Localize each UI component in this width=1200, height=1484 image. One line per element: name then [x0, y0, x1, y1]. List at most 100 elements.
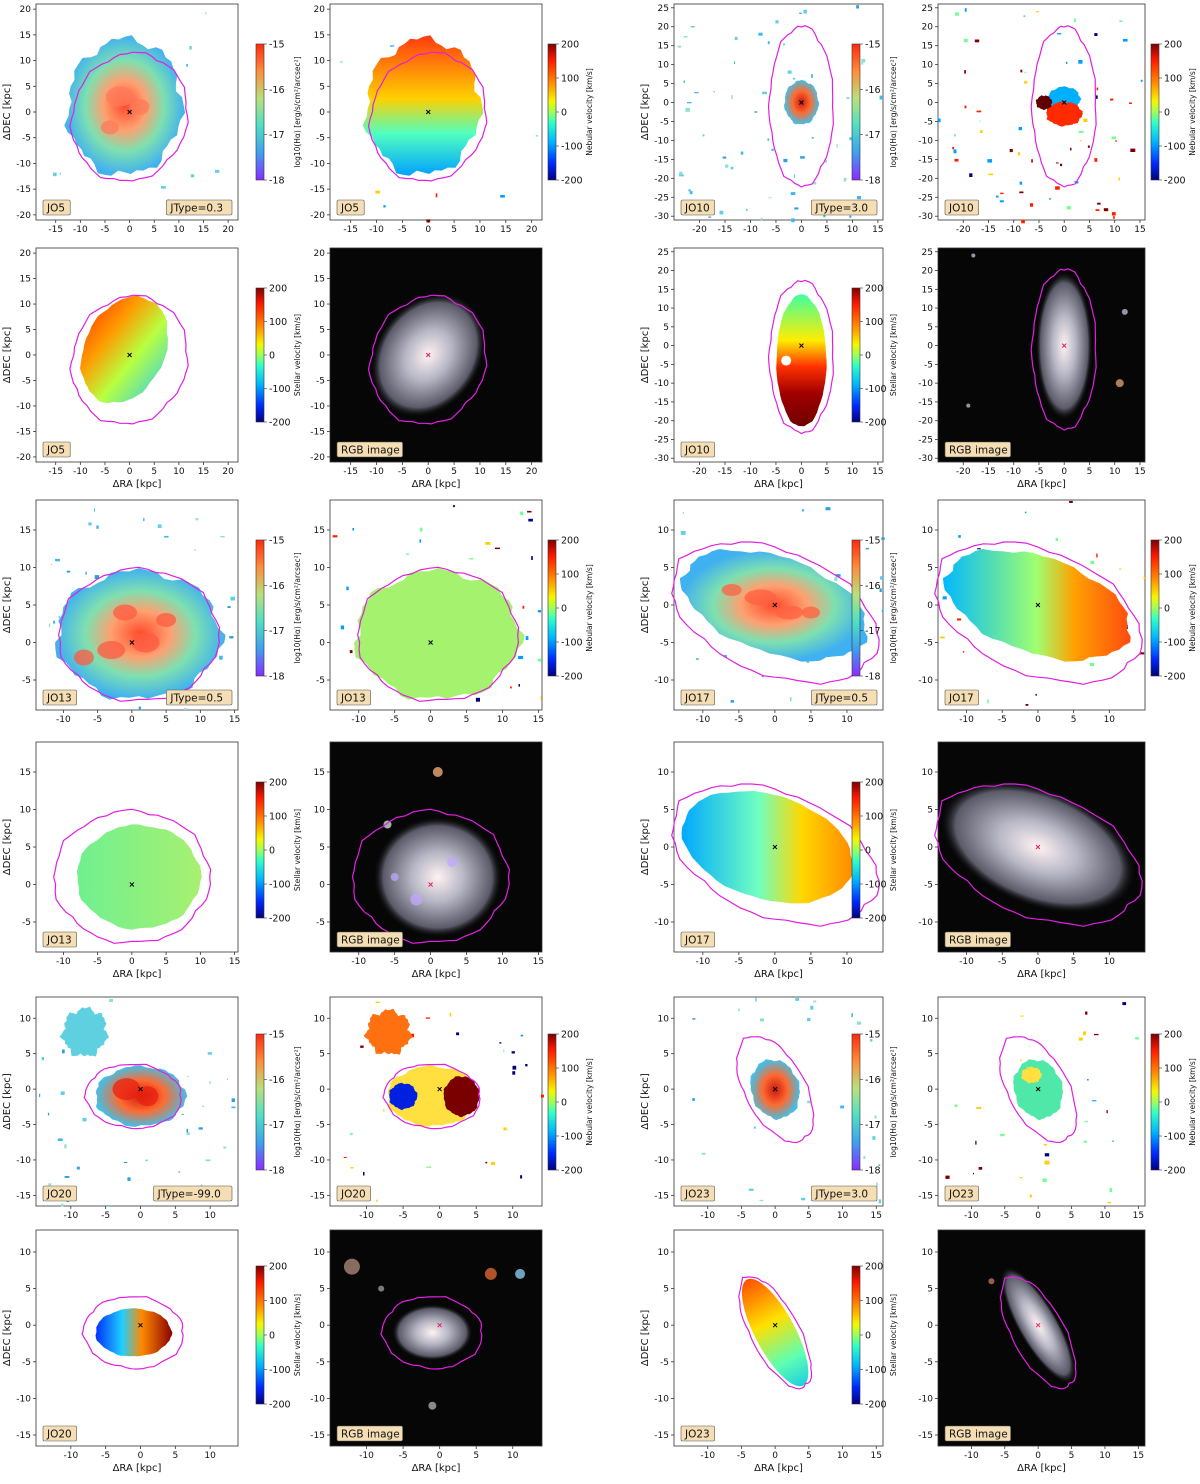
- noise-pixel: [1106, 1110, 1108, 1114]
- y-tick-label: -5: [924, 360, 933, 370]
- x-tick-label: 20: [526, 225, 538, 235]
- noise-pixel: [426, 219, 431, 223]
- noise-pixel: [810, 1005, 814, 1010]
- colorbar-tick-label: -18: [269, 176, 285, 187]
- noise-pixel: [537, 658, 542, 662]
- noise-pixel: [230, 596, 235, 601]
- y-tick-label: 15: [658, 42, 669, 52]
- y-tick-label: 20: [314, 249, 326, 259]
- y-tick-label: -15: [918, 1191, 933, 1201]
- colorbar-tick-label: 200: [561, 1030, 579, 1041]
- noise-pixel: [62, 1049, 65, 1054]
- x-axis-title: ΔRA [kpc]: [754, 969, 803, 980]
- noise-pixel: [813, 182, 817, 185]
- noise-pixel: [801, 509, 805, 512]
- colorbar-tick-label: -100: [865, 1365, 887, 1376]
- y-tick-label: -10: [654, 379, 669, 389]
- x-tick-label: -15: [718, 467, 733, 477]
- x-axis-title: ΔRA [kpc]: [412, 1463, 461, 1474]
- noise-pixel: [1000, 1133, 1005, 1137]
- y-tick-label: -15: [654, 1191, 669, 1201]
- y-tick-label: 0: [927, 1321, 933, 1331]
- galaxy-id-label: JO13: [340, 693, 366, 705]
- noise-pixel: [219, 655, 223, 660]
- y-tick-label: 15: [922, 42, 933, 52]
- noise-pixel: [824, 159, 827, 163]
- colorbar-gradient: [851, 43, 861, 181]
- colorbar-gradient: [547, 539, 557, 677]
- panels-layer: -15 -10 -5 0 5 10 15 20 20 15 10 5 0 -5 -10 -15 -20 JO5 JT…: [2, 3, 1197, 1474]
- x-tick-label: -10: [964, 1211, 979, 1221]
- colorbar-tick-label: -200: [865, 914, 887, 925]
- colorbar-label: log10(Hα) [erg/s/cm²/arcsec²]: [293, 552, 302, 663]
- noise-pixel: [807, 1100, 812, 1104]
- galaxy-id-label-box: [944, 199, 979, 216]
- panel-jo17-r3c3: -10 -5 0 5 10 10 5 0 -5 -10 RGB image ΔRA [kpc]: [918, 741, 1146, 980]
- galaxy-contour: [357, 566, 520, 702]
- panel-jo13-r2c0: -10 -5 0 5 10 15 15 10 5 0 -5 JO13 JType=0.5 ΔDEC [kp…: [2, 499, 240, 725]
- y-tick-label: -20: [16, 453, 31, 463]
- noise-pixel: [406, 553, 409, 556]
- noise-pixel: [999, 200, 1004, 203]
- noise-pixel: [1118, 177, 1121, 181]
- colorbar-tick-label: -200: [561, 1166, 583, 1177]
- noise-pixel: [512, 1065, 517, 1070]
- galaxy-id-label-box: [42, 1185, 77, 1202]
- y-tick-label: 20: [314, 5, 326, 15]
- colorbar-halpha: -15 -16 -17 -18 log10(Hα) [erg/s/cm²/arcsec²…: [851, 1030, 898, 1177]
- noise-pixel: [164, 535, 169, 538]
- colorbar-tick-label: 200: [1164, 536, 1182, 547]
- noise-pixel: [360, 1045, 364, 1048]
- colorbar-tick-label: -100: [561, 142, 583, 153]
- noise-pixel: [1031, 159, 1033, 163]
- noise-pixel: [123, 1161, 128, 1164]
- x-tick-label: 10: [204, 1211, 216, 1221]
- y-tick-label: 10: [20, 1248, 32, 1258]
- stellar-velocity-map: [95, 1308, 173, 1357]
- colorbar-tick-label: 200: [269, 1262, 287, 1273]
- x-tick-label: 5: [151, 225, 157, 235]
- colorbar-tick-label: -200: [269, 1400, 291, 1411]
- x-tick-label: 10: [837, 1451, 849, 1461]
- jtype-label: JType=3.0: [814, 1189, 868, 1201]
- field-star: [1121, 308, 1128, 315]
- noise-pixel: [510, 686, 512, 689]
- noise-pixel: [1066, 206, 1071, 210]
- colorbar-tick-label: 0: [269, 351, 275, 362]
- y-tick-label: -5: [924, 881, 933, 891]
- noise-pixel: [863, 1156, 866, 1159]
- x-tick-label: 10: [841, 715, 853, 725]
- colorbar-tick-label: 0: [1164, 604, 1170, 615]
- y-tick-label: -10: [310, 402, 325, 412]
- noise-pixel: [849, 215, 852, 218]
- y-tick-label: 0: [927, 99, 933, 109]
- y-tick-label: -20: [918, 417, 933, 427]
- colorbar-tick-label: 0: [561, 604, 567, 615]
- noise-pixel: [198, 1127, 203, 1130]
- x-tick-label: -10: [1006, 225, 1021, 235]
- x-tick-label: 5: [163, 715, 169, 725]
- noise-pixel: [82, 1117, 87, 1122]
- colorbar-tick-label: -200: [269, 914, 291, 925]
- x-tick-label: -5: [1000, 1451, 1009, 1461]
- x-tick-label: 5: [1069, 1211, 1075, 1221]
- y-tick-label: 25: [922, 4, 933, 14]
- y-tick-label: 25: [658, 248, 669, 258]
- galaxy-id-label: JO17: [948, 693, 974, 705]
- panel-jo20-r5c1: -10 -5 0 5 10 10 5 0 -5 -10 -15 RGB image ΔRA [kpc]: [310, 1229, 543, 1474]
- y-tick-label: -5: [22, 376, 31, 386]
- noise-pixel: [856, 5, 859, 9]
- noise-pixel: [730, 700, 735, 703]
- star-forming-knot: [390, 873, 399, 881]
- field-star: [343, 1258, 360, 1275]
- noise-pixel: [541, 1094, 544, 1098]
- noise-pixel: [85, 571, 87, 575]
- noise-pixel: [1049, 197, 1051, 200]
- noise-pixel: [1103, 208, 1109, 212]
- y-tick-label: 0: [927, 601, 933, 611]
- noise-pixel: [39, 1093, 41, 1098]
- noise-pixel: [528, 518, 533, 522]
- noise-pixel: [762, 91, 767, 95]
- nebular-velocity-map: [1046, 101, 1083, 127]
- noise-pixel: [740, 151, 744, 155]
